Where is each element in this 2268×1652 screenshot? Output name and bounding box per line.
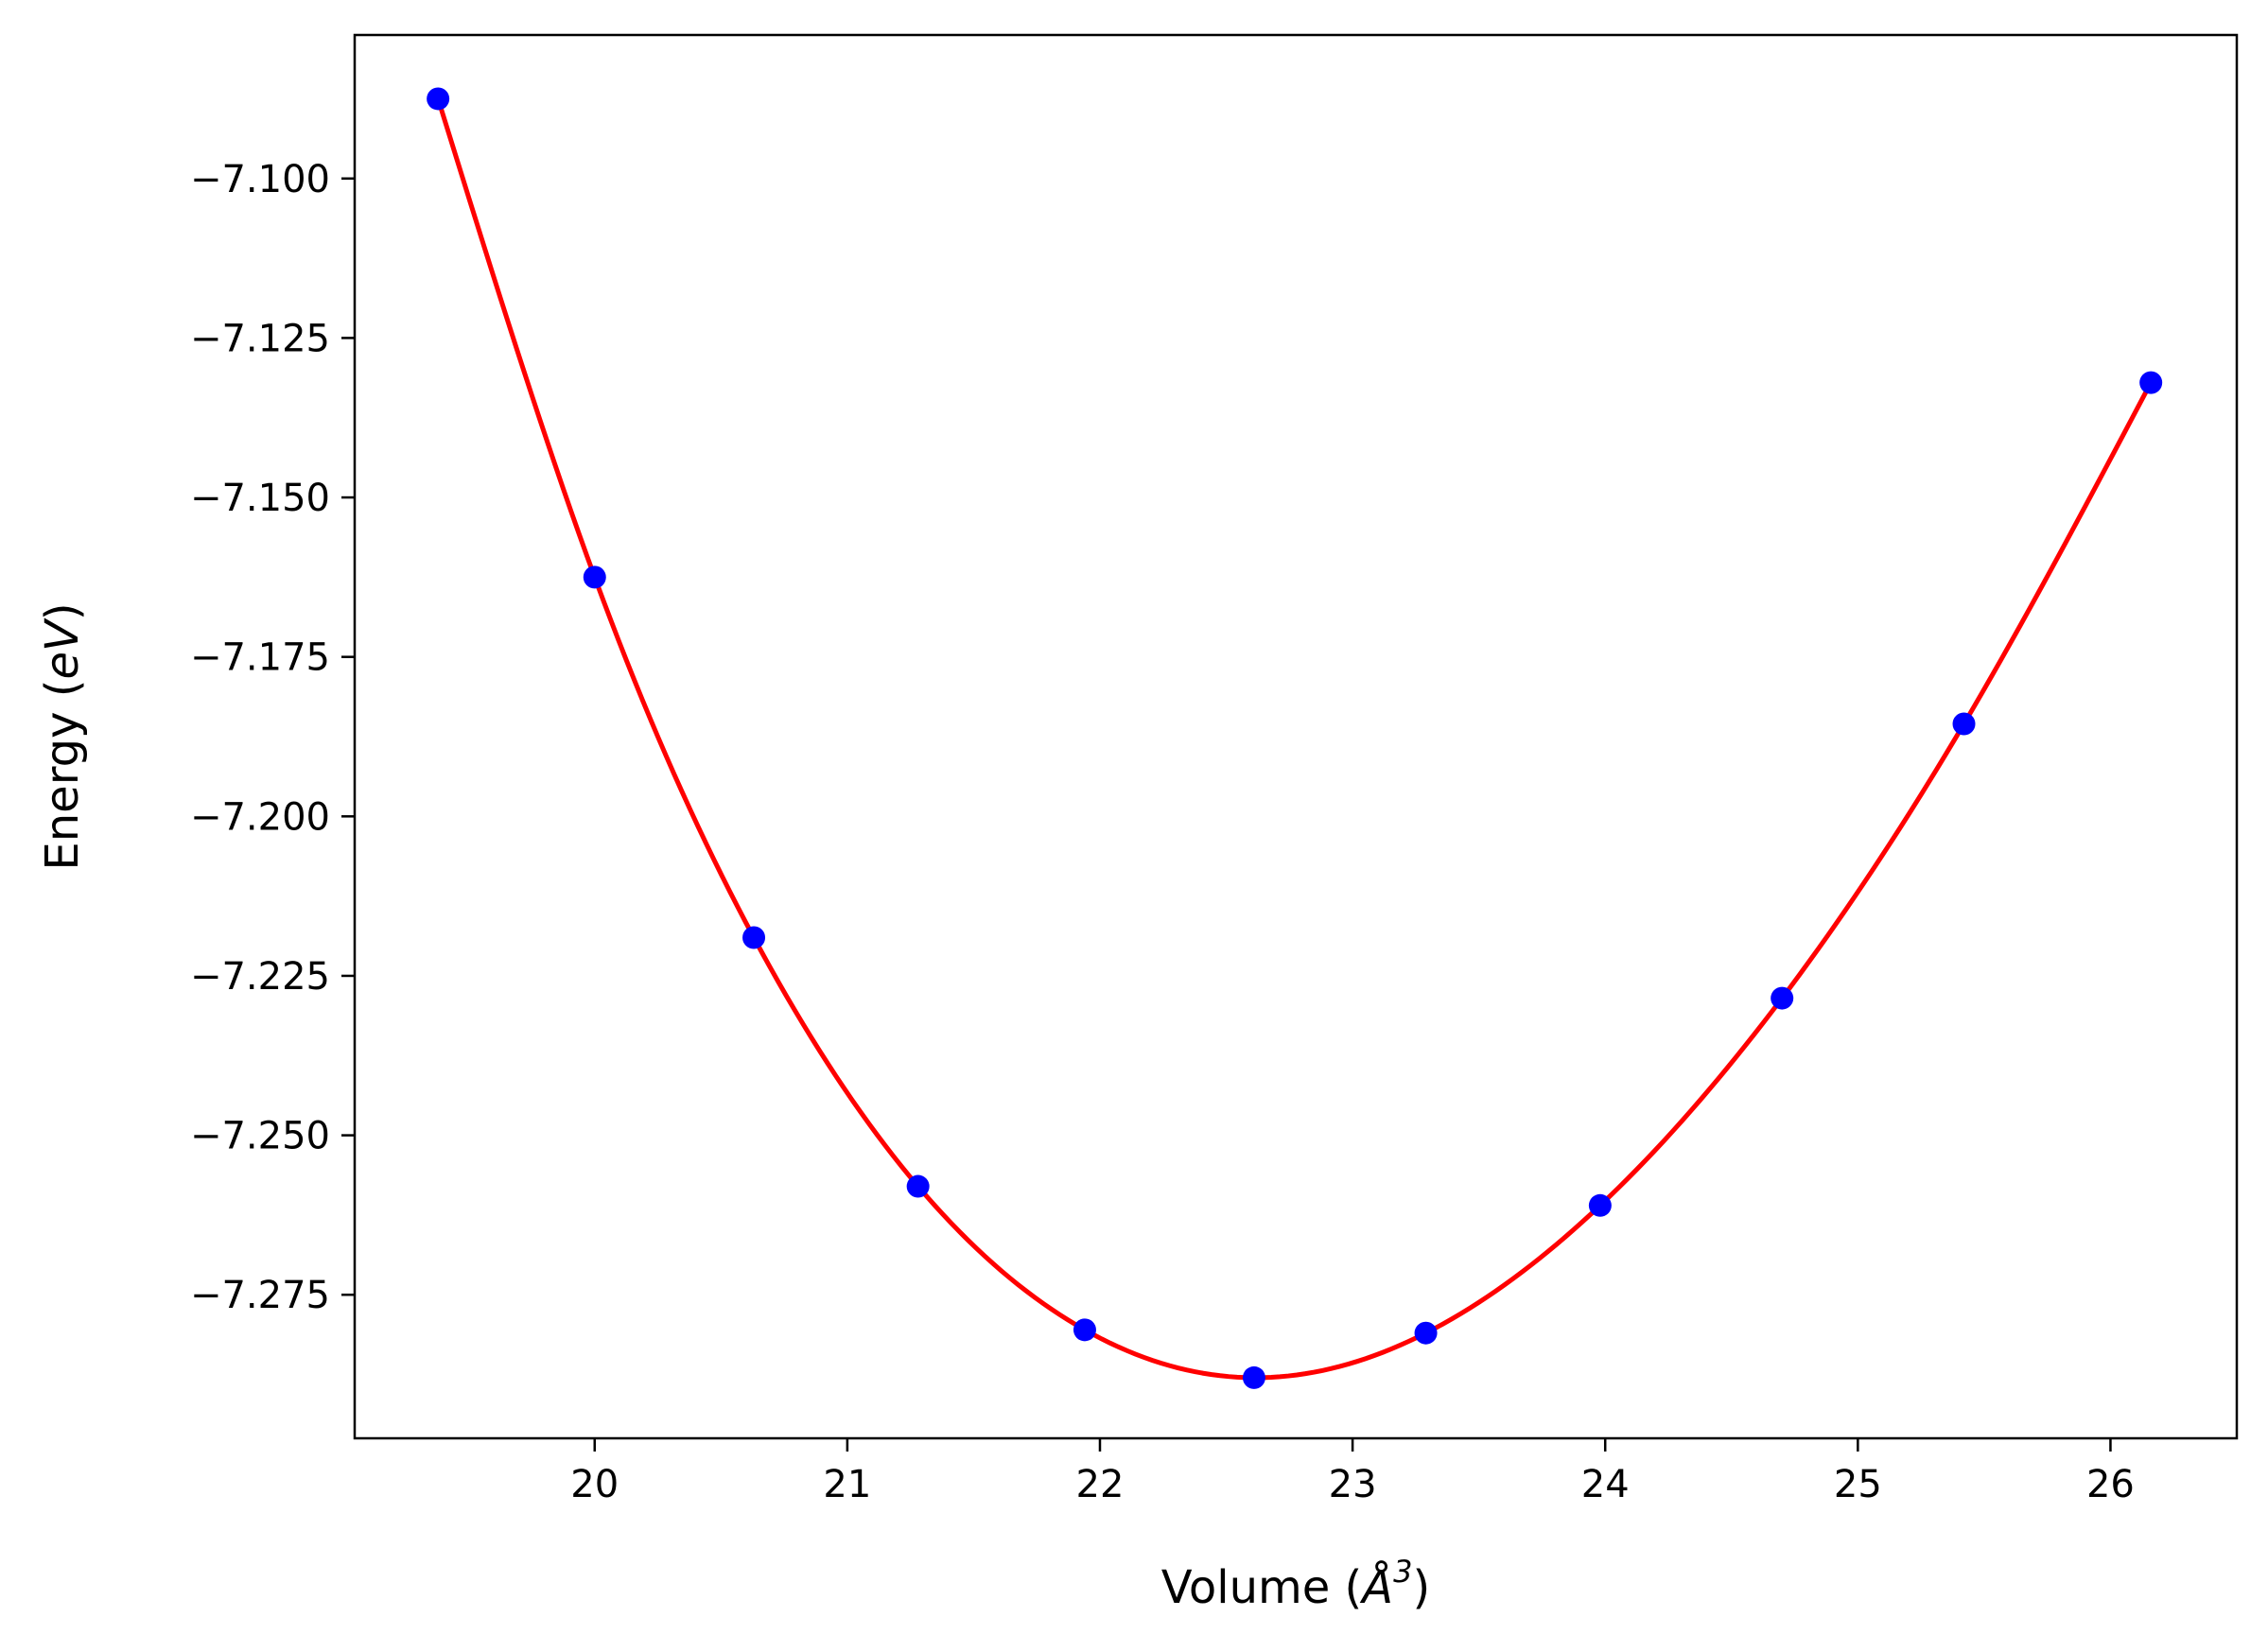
x-axis-label: Volume (Å3) xyxy=(1161,1554,1430,1614)
x-tick-label: 22 xyxy=(1076,1463,1125,1506)
x-tick-label: 21 xyxy=(823,1463,871,1506)
x-tick-label: 24 xyxy=(1581,1463,1630,1506)
data-point xyxy=(906,1174,930,1198)
data-point xyxy=(742,926,766,949)
data-point xyxy=(427,87,450,111)
y-tick-label: −7.200 xyxy=(190,795,330,839)
data-point xyxy=(1771,986,1794,1010)
x-tick-label: 25 xyxy=(1834,1463,1882,1506)
data-points xyxy=(427,87,2163,1389)
data-point xyxy=(1414,1321,1438,1345)
data-point xyxy=(583,565,606,589)
data-point xyxy=(1588,1193,1612,1217)
y-axis-label: Energy (eV) xyxy=(36,602,89,870)
y-tick-label: −7.250 xyxy=(190,1115,330,1158)
y-tick-label: −7.275 xyxy=(190,1274,330,1317)
y-tick-label: −7.150 xyxy=(190,477,330,520)
x-axis-ticks: 20 21 22 23 24 25 26 xyxy=(570,1438,2135,1506)
data-point xyxy=(1242,1365,1265,1389)
plot-frame xyxy=(353,33,2239,1440)
y-tick-label: −7.125 xyxy=(190,317,330,360)
y-tick-label: −7.225 xyxy=(190,955,330,999)
x-tick-label: 26 xyxy=(2086,1463,2135,1506)
data-point xyxy=(1073,1318,1096,1342)
x-tick-label: 23 xyxy=(1329,1463,1377,1506)
y-axis-ticks: −7.100 −7.125 −7.150 −7.175 −7.200 −7.225 −7.2… xyxy=(190,158,355,1317)
x-tick-label: 20 xyxy=(570,1463,619,1506)
y-tick-label: −7.175 xyxy=(190,636,330,680)
data-point xyxy=(2139,371,2163,394)
y-tick-label: −7.100 xyxy=(190,158,330,201)
data-point xyxy=(1952,712,1976,736)
